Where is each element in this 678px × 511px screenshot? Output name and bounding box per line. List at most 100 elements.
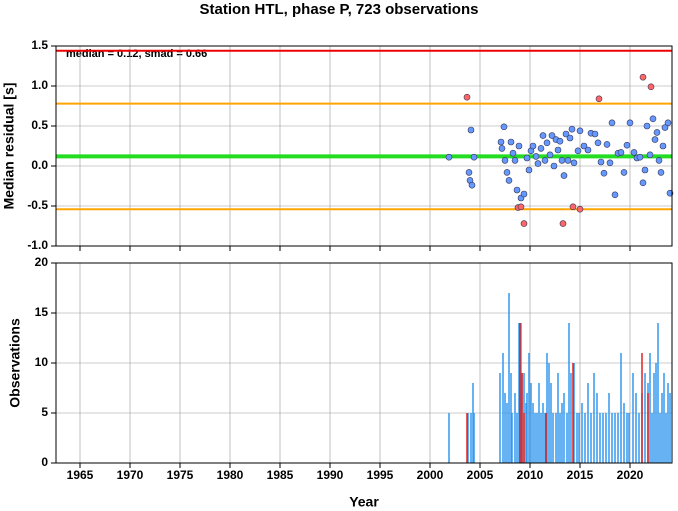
data-point — [611, 191, 619, 199]
data-point — [548, 132, 556, 139]
data-point — [639, 73, 647, 81]
data-point — [529, 142, 537, 150]
data-point — [566, 134, 574, 142]
y-tick-label: 0.0 — [31, 158, 48, 172]
x-tick-label: 1985 — [267, 468, 294, 482]
y-tick-label: 5 — [41, 405, 48, 419]
data-point — [636, 153, 644, 161]
data-point — [556, 137, 564, 145]
data-point — [515, 142, 523, 150]
data-point — [501, 157, 509, 164]
y-tick-label: 0 — [41, 455, 48, 469]
x-tick-label: 2000 — [417, 468, 444, 482]
data-point — [617, 149, 625, 156]
data-point — [507, 138, 515, 146]
y-tick-label: 1.5 — [31, 38, 48, 52]
data-point — [534, 160, 542, 167]
data-point — [639, 179, 647, 187]
data-point — [643, 122, 651, 130]
data-point — [657, 169, 665, 176]
data-point — [511, 157, 519, 164]
x-tick-label: 1975 — [167, 468, 194, 482]
data-point — [603, 141, 611, 148]
data-point — [595, 95, 603, 103]
data-point — [468, 181, 476, 189]
data-point — [558, 157, 566, 164]
data-point — [661, 124, 669, 131]
x-axis-label: Year — [349, 494, 379, 510]
data-point — [498, 145, 506, 152]
data-point — [525, 166, 533, 174]
data-point — [569, 203, 577, 211]
data-point — [580, 142, 588, 150]
plot-frame — [55, 45, 673, 247]
data-point — [647, 83, 655, 91]
data-point — [497, 138, 505, 146]
data-point — [560, 172, 568, 179]
data-point — [591, 130, 599, 138]
data-point — [470, 153, 478, 161]
data-point — [600, 169, 608, 177]
data-point — [608, 119, 616, 127]
data-point — [562, 130, 570, 138]
data-point — [630, 149, 638, 156]
data-point — [539, 132, 547, 139]
x-tick-label: 2015 — [567, 468, 594, 482]
annotation: median = 0.12, smad = 0.66 — [66, 48, 207, 60]
y-axis-label: Observations — [7, 318, 23, 408]
data-point — [465, 169, 473, 176]
data-point — [655, 157, 663, 164]
data-point — [574, 147, 582, 155]
data-point — [467, 126, 475, 134]
chart-title: Station HTL, phase P, 723 observations — [200, 1, 479, 18]
data-point — [659, 142, 667, 150]
data-point — [541, 157, 549, 164]
data-point — [649, 115, 657, 123]
y-tick-label: 20 — [35, 255, 49, 269]
x-tick-label: 1995 — [367, 468, 394, 482]
y-tick-label: 1.0 — [31, 78, 48, 92]
y-tick-label: 0.5 — [31, 118, 48, 132]
data-point — [520, 220, 528, 227]
data-point — [513, 186, 521, 194]
x-tick-label: 2020 — [617, 468, 644, 482]
data-point — [537, 145, 545, 152]
data-point — [520, 190, 528, 198]
data-point — [626, 119, 634, 127]
data-point — [550, 162, 558, 170]
data-point — [584, 146, 592, 154]
data-point — [651, 136, 659, 143]
data-point — [543, 139, 551, 147]
y-tick-label: -0.5 — [27, 198, 48, 212]
data-point — [641, 166, 649, 174]
data-point — [568, 125, 576, 133]
y-tick-label: -1.0 — [27, 238, 48, 252]
x-tick-label: 1990 — [317, 468, 344, 482]
data-point — [523, 154, 531, 162]
data-point — [517, 203, 525, 211]
y-tick-label: 10 — [35, 355, 49, 369]
y-axis-label: Median residual [s] — [1, 83, 17, 210]
data-point — [554, 146, 562, 154]
x-tick-label: 1970 — [117, 468, 144, 482]
data-point — [546, 151, 554, 159]
x-tick-label: 2005 — [467, 468, 494, 482]
data-point — [664, 119, 672, 127]
data-point — [503, 169, 511, 176]
y-tick-label: 15 — [35, 305, 49, 319]
data-point — [505, 177, 513, 184]
data-point — [576, 205, 584, 213]
data-point — [576, 127, 584, 135]
data-point — [570, 159, 578, 167]
data-point — [623, 141, 631, 149]
data-point — [532, 153, 540, 160]
data-point — [597, 158, 605, 166]
data-point — [463, 93, 471, 101]
data-point — [620, 169, 628, 176]
plot-frame — [55, 262, 673, 464]
data-point — [606, 159, 614, 167]
data-point — [509, 149, 517, 157]
data-point — [653, 129, 661, 136]
data-point — [594, 139, 602, 147]
